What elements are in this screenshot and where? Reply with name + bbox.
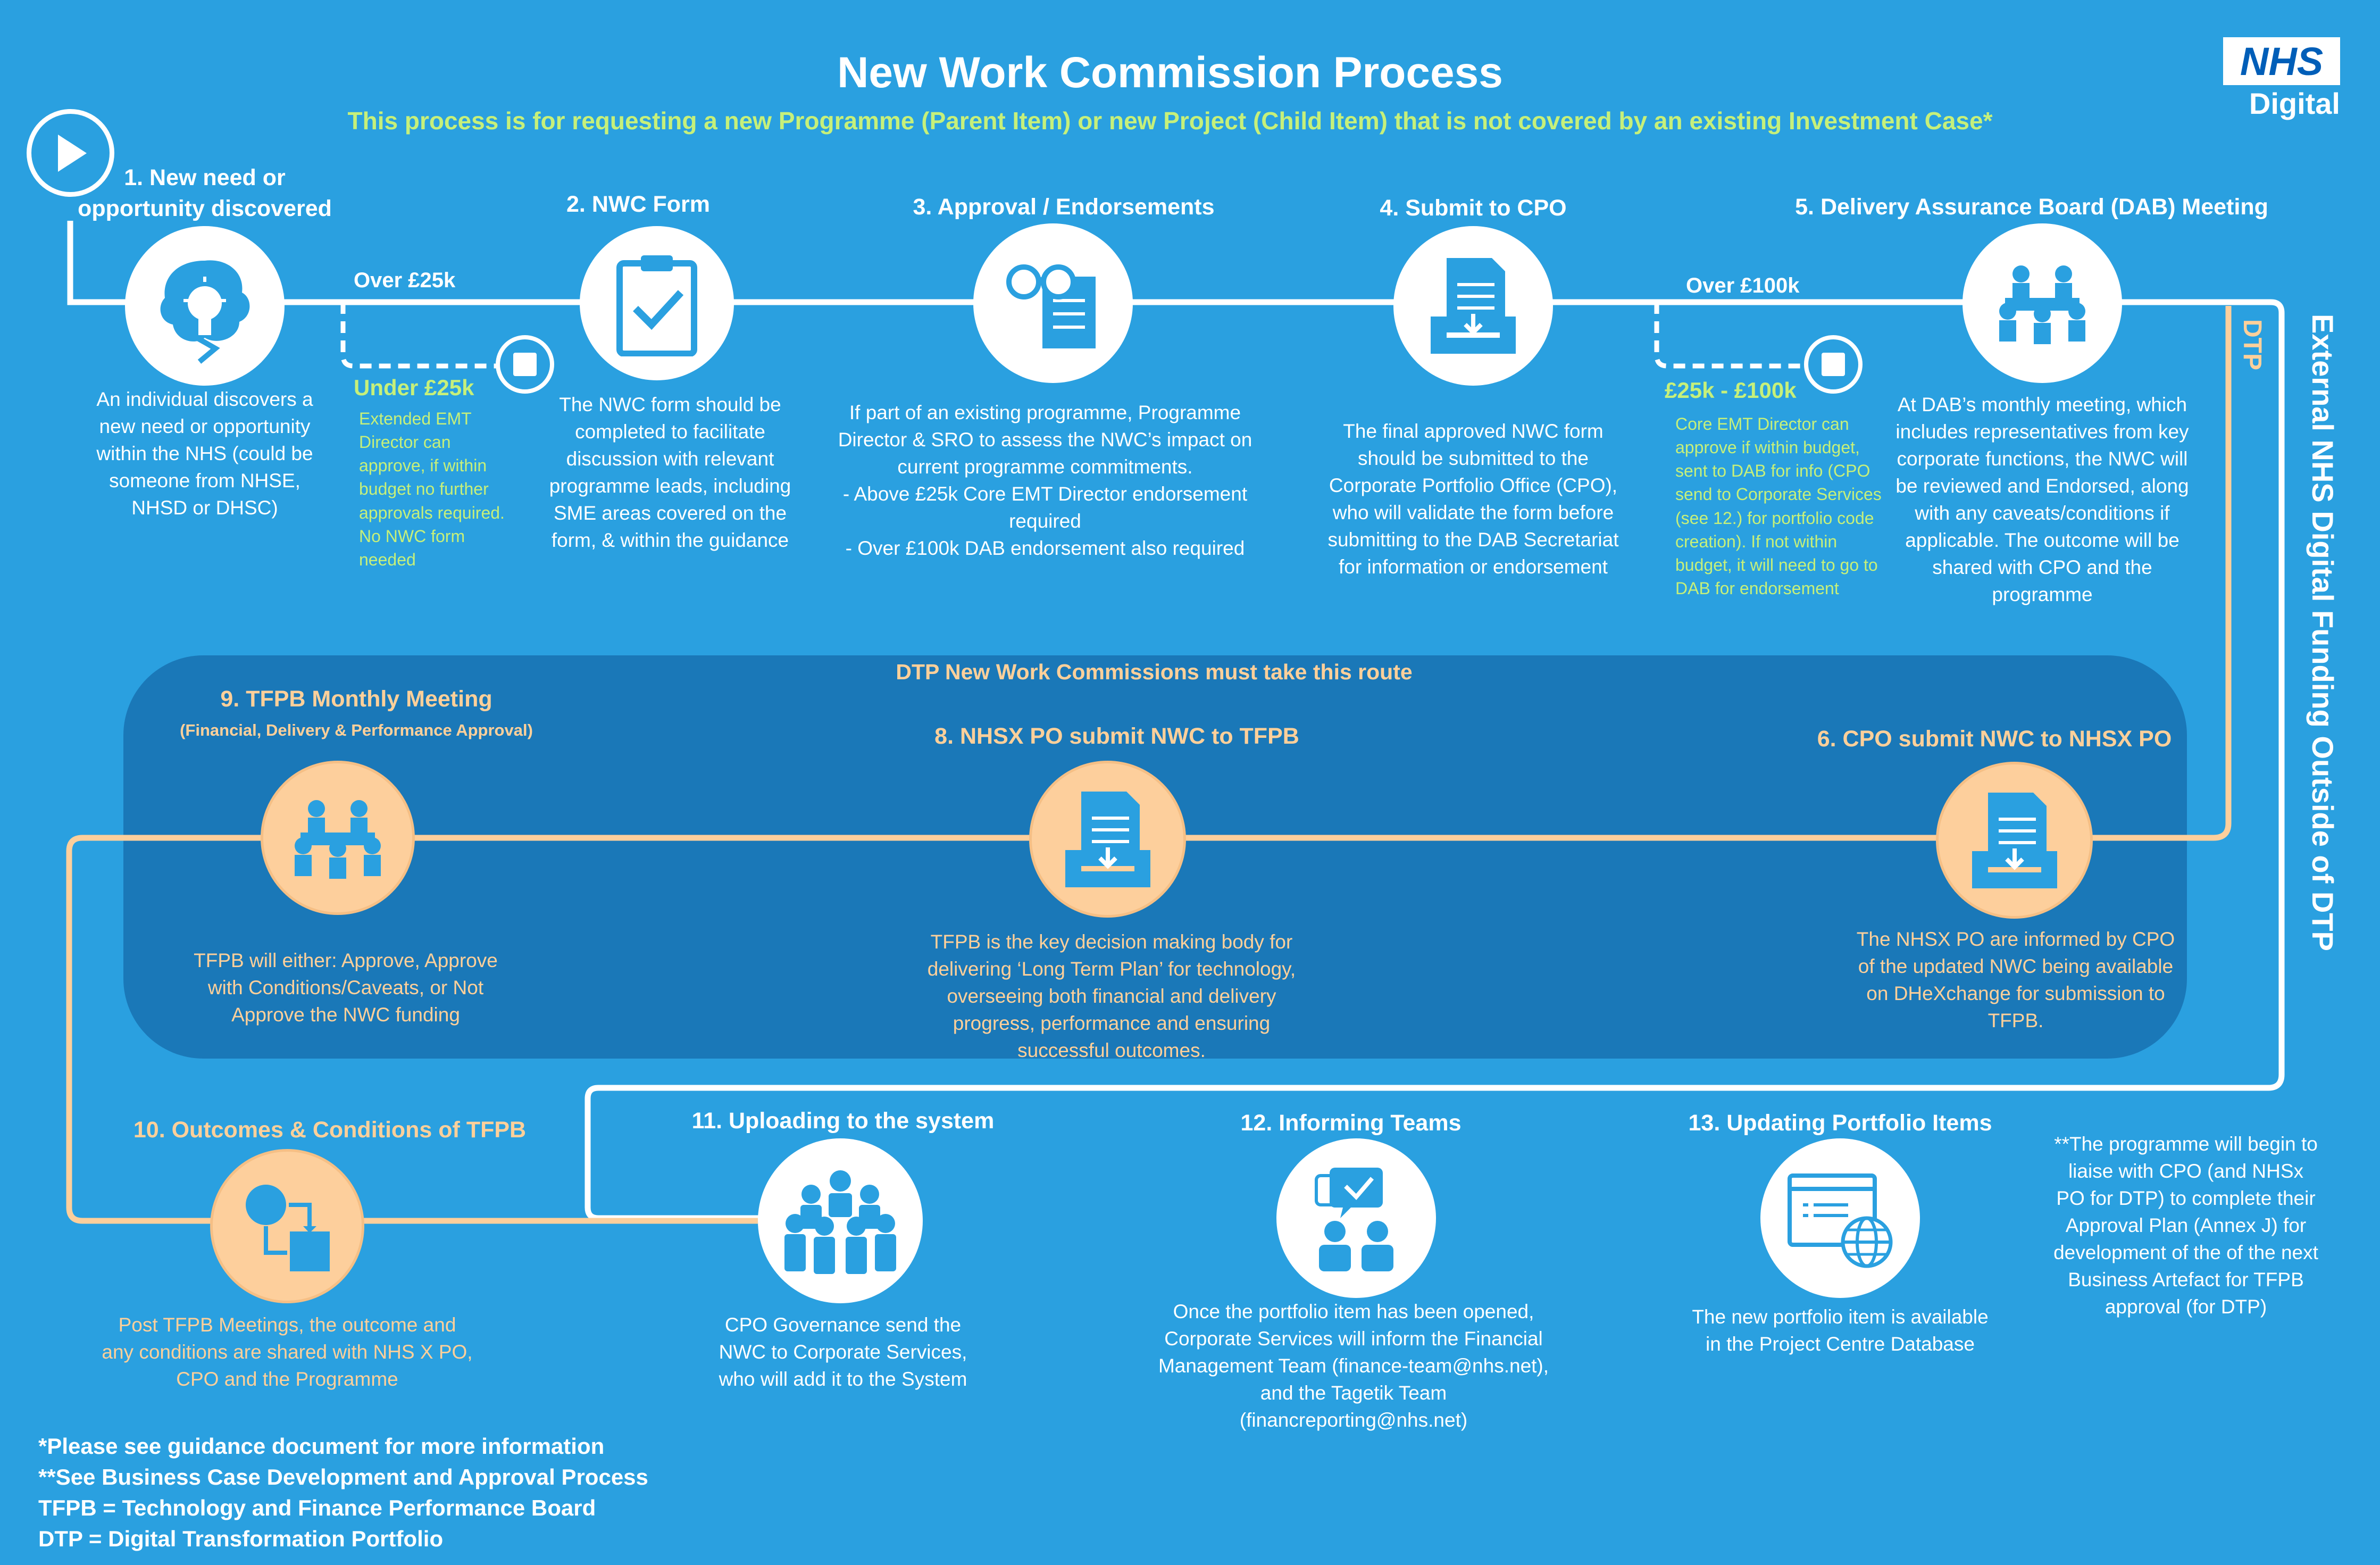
step-13-desc: The new portfolio item is available in t… xyxy=(1692,1306,1989,1355)
step-4-circle xyxy=(1393,226,1553,386)
over-25k-label: Over £25k xyxy=(354,269,456,292)
step-10-circle xyxy=(210,1149,364,1303)
step-4-title: 4. Submit to CPO xyxy=(1380,195,1567,221)
step-5-title: 5. Delivery Assurance Board (DAB) Meetin… xyxy=(1795,194,2268,220)
step-8-desc: TFPB is the key decision making body for… xyxy=(927,931,1296,1062)
document-tray-icon xyxy=(1972,792,2057,888)
document-tray-icon xyxy=(1431,258,1516,354)
meeting-icon xyxy=(1999,265,2085,344)
step-11-desc: CPO Governance send the NWC to Corporate… xyxy=(719,1314,967,1391)
step-9-desc: TFPB will either: Approve, Approve with … xyxy=(194,950,498,1026)
nhs-logo: NHS xyxy=(2223,37,2340,85)
step-5-circle xyxy=(1963,223,2122,383)
step-10-desc: Post TFPB Meetings, the outcome and any … xyxy=(102,1314,473,1391)
step-12-title: 12. Informing Teams xyxy=(1240,1110,1462,1136)
step-2-circle xyxy=(580,226,734,380)
browser-globe-icon xyxy=(1788,1173,1893,1268)
step-1-title: 1. New need or opportunity discovered xyxy=(78,165,332,222)
step-9-circle xyxy=(261,761,415,915)
step-9-subtitle: (Financial, Delivery & Performance Appro… xyxy=(180,721,533,739)
step-3-title: 3. Approval / Endorsements xyxy=(913,194,1215,220)
start-play-icon xyxy=(27,109,114,197)
step-11-title: 11. Uploading to the system xyxy=(691,1108,995,1134)
step-12-desc: Once the portfolio item has been opened,… xyxy=(1158,1301,1549,1431)
step-4-desc: The final approved NWC form should be su… xyxy=(1327,420,1619,578)
lightbulb-head-icon xyxy=(160,260,250,364)
step-9-title: 9. TFPB Monthly Meeting xyxy=(220,686,492,712)
step-1-desc: An individual discovers a new need or op… xyxy=(96,388,313,519)
range-25k-100k-branch xyxy=(1654,302,1806,369)
step-5-desc: At DAB’s monthly meeting, which includes… xyxy=(1895,394,2189,606)
step-13-circle xyxy=(1760,1138,1920,1298)
dtp-route-line xyxy=(66,306,2232,1224)
external-funding-side-label: External NHS Digital Funding Outside of … xyxy=(2306,314,2340,951)
page-title: New Work Commission Process xyxy=(837,48,1503,97)
dtp-panel-label: DTP New Work Commissions must take this … xyxy=(896,660,1413,684)
process-flow-icon xyxy=(246,1185,330,1271)
range-25k-100k-title: £25k - £100k xyxy=(1665,378,1797,403)
page-subtitle: This process is for requesting a new Pro… xyxy=(347,107,1993,135)
step-6-circle xyxy=(1936,762,2093,919)
footnote-4: DTP = Digital Transformation Portfolio xyxy=(38,1526,444,1551)
end-note: **The programme will begin to liaise wit… xyxy=(2053,1133,2318,1318)
over-100k-label: Over £100k xyxy=(1686,274,1800,297)
chat-people-icon xyxy=(1315,1168,1393,1271)
footnote-2: **See Business Case Development and Appr… xyxy=(38,1464,648,1489)
step-12-circle xyxy=(1276,1138,1436,1298)
document-tray-icon xyxy=(1065,791,1150,887)
step-6-title: 6. CPO submit NWC to NHSX PO xyxy=(1817,726,2172,752)
footnote-1: *Please see guidance document for more i… xyxy=(38,1434,605,1459)
step-8-circle xyxy=(1029,761,1186,918)
people-group-icon xyxy=(784,1170,896,1274)
step-8-title: 8. NHSX PO submit NWC to TFPB xyxy=(934,723,1299,749)
range-end-marker xyxy=(1804,335,1863,394)
step-2-desc: The NWC form should be completed to faci… xyxy=(549,394,791,552)
meeting-icon xyxy=(295,800,381,879)
nhs-logo-digital: Digital xyxy=(2249,87,2340,120)
under-25k-end-marker xyxy=(496,335,554,394)
step-13-title: 13. Updating Portfolio Items xyxy=(1688,1110,1992,1136)
step-6-desc: The NHSX PO are informed by CPO of the u… xyxy=(1856,928,2175,1032)
footnote-3: TFPB = Technology and Finance Performanc… xyxy=(38,1495,596,1520)
dtp-side-label: DTP xyxy=(2238,319,2266,370)
step-11-circle xyxy=(758,1138,923,1303)
step-2-title: 2. NWC Form xyxy=(566,192,710,217)
under-25k-title: Under £25k xyxy=(354,375,474,400)
external-route-line xyxy=(67,221,2285,1221)
step-10-title: 10. Outcomes & Conditions of TFPB xyxy=(133,1117,527,1143)
step-3-circle xyxy=(973,223,1133,383)
step-3-desc: If part of an existing programme, Progra… xyxy=(838,402,1252,560)
under-25k-desc: Extended EMT Director can approve, if wi… xyxy=(359,409,505,569)
clipboard-check-icon xyxy=(616,255,697,356)
under-25k-branch xyxy=(340,302,497,369)
step-1-circle xyxy=(125,226,285,386)
glasses-document-icon xyxy=(1006,264,1096,348)
range-25k-100k-desc: Core EMT Director can approve if within … xyxy=(1675,414,1882,598)
